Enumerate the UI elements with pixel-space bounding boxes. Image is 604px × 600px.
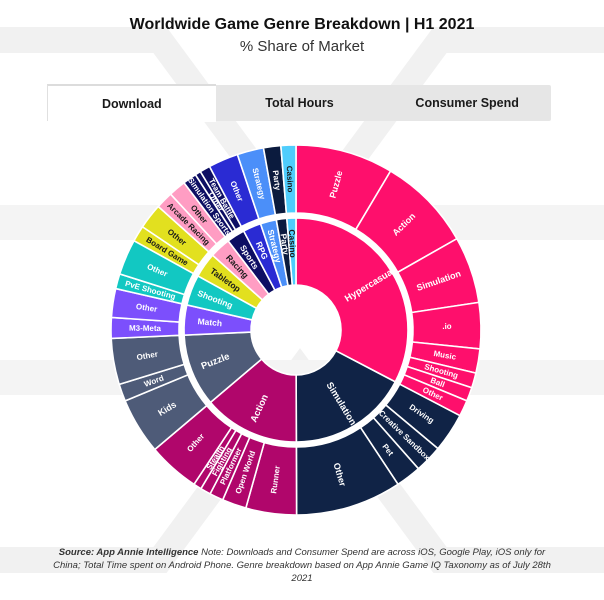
slice-label-match: Match	[197, 316, 222, 328]
slice-simulation[interactable]	[295, 349, 397, 443]
metric-tabs: Download Total Hours Consumer Spend	[47, 84, 551, 121]
slice-hypercasual[interactable]	[295, 217, 409, 383]
tab-total-hours[interactable]: Total Hours	[265, 96, 334, 110]
footnote: Source: App Annie Intelligence Note: Dow…	[52, 546, 552, 585]
footnote-note: Note: Downloads and Consumer Spend are a…	[53, 547, 551, 584]
subslice-label-match-m3-meta: M3-Meta	[129, 324, 162, 333]
subslice-label-action-runner: Runner	[269, 465, 282, 494]
chart-subtitle: % Share of Market	[239, 38, 365, 55]
tab-consumer-spend[interactable]: Consumer Spend	[415, 96, 519, 110]
subslice-label-puzzle-other: Other	[136, 350, 159, 363]
ring-separator	[179, 213, 413, 447]
slice-label-casino: Casino	[287, 229, 298, 258]
chart-title: Worldwide Game Genre Breakdown | H1 2021	[129, 16, 475, 33]
tab-download[interactable]: Download	[47, 84, 216, 121]
subslice-label-casino-casino: Casino	[285, 166, 295, 193]
slice-casino[interactable]	[285, 217, 297, 287]
subslice-label-match-other: Other	[135, 302, 157, 314]
subslice-label-party-party: Party	[271, 170, 283, 192]
subslice-label-hypercasual-io: .io	[442, 322, 452, 331]
footnote-source: Source: App Annie Intelligence	[58, 547, 199, 558]
subslice-label-hypercasual-music: Music	[433, 349, 457, 362]
